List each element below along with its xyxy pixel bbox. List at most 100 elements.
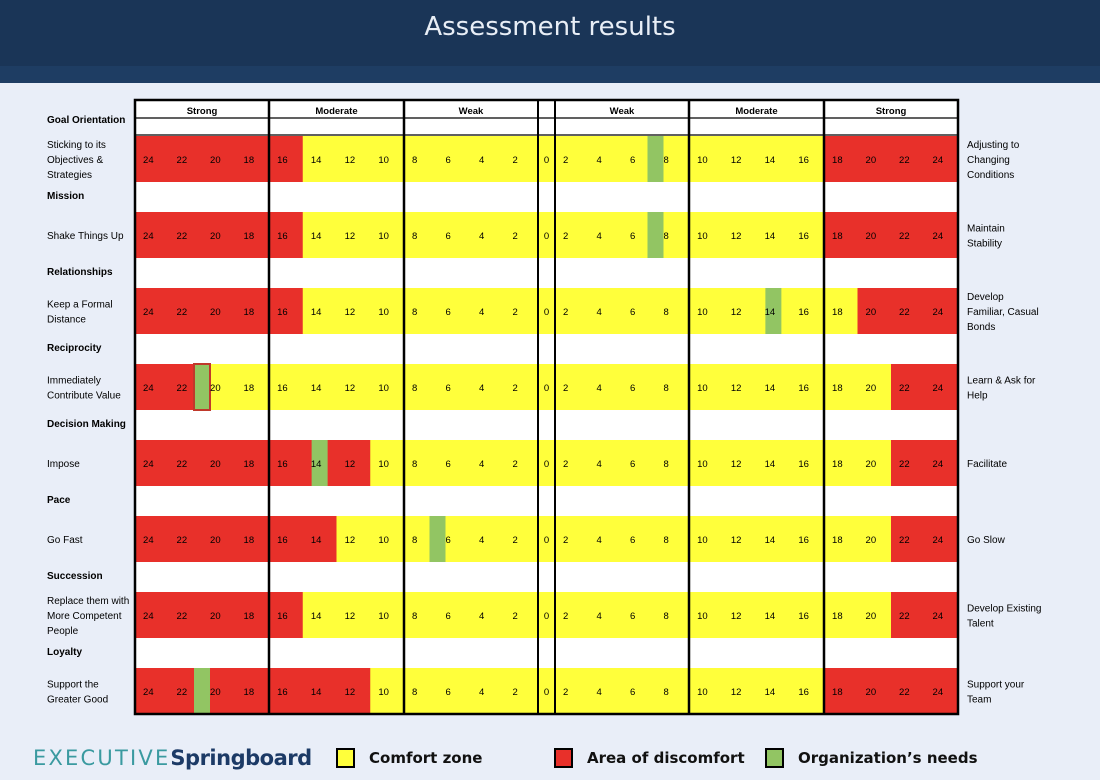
discomfort-right-bar <box>824 136 958 182</box>
scale-label: 12 <box>731 459 742 470</box>
scale-label: 16 <box>798 383 809 394</box>
scale-label: 0 <box>544 687 549 698</box>
scale-label: 8 <box>412 687 417 698</box>
scale-label: 24 <box>933 535 944 546</box>
scale-label: 6 <box>446 155 451 166</box>
discomfort-left-bar <box>135 136 303 182</box>
scale-label: 10 <box>378 687 389 698</box>
scale-label: 20 <box>866 307 877 318</box>
right-descriptor-label: Maintain <box>967 224 1005 235</box>
scale-label: 14 <box>311 687 322 698</box>
scale-label: 2 <box>563 611 568 622</box>
scale-label: 22 <box>177 231 188 242</box>
scale-label: 8 <box>412 459 417 470</box>
scale-label: 10 <box>378 383 389 394</box>
left-descriptor-label: Greater Good <box>47 695 108 706</box>
scale-label: 6 <box>630 459 635 470</box>
right-descriptor-label: Talent <box>967 619 994 630</box>
scale-label: 4 <box>597 459 602 470</box>
right-descriptor-label: Go Slow <box>967 535 1006 546</box>
section-header-2: Weak <box>459 106 484 117</box>
scale-label: 16 <box>798 231 809 242</box>
left-descriptor-label: Contribute Value <box>47 391 121 402</box>
category-label: Goal Orientation <box>47 115 125 126</box>
category-label: Mission <box>47 191 84 202</box>
scale-label: 22 <box>899 611 910 622</box>
scale-label: 6 <box>446 383 451 394</box>
right-descriptor-label: Develop Existing <box>967 604 1041 615</box>
scale-label: 6 <box>630 383 635 394</box>
scale-label: 4 <box>597 155 602 166</box>
scale-label: 22 <box>177 459 188 470</box>
left-descriptor-label: Shake Things Up <box>47 231 124 242</box>
scale-label: 24 <box>143 155 154 166</box>
brand-logo: EXECUTIVESpringboard <box>33 746 312 771</box>
scale-label: 16 <box>798 155 809 166</box>
scale-label: 10 <box>378 611 389 622</box>
section-header-0: Strong <box>187 106 218 117</box>
discomfort-left-bar <box>135 212 303 258</box>
scale-label: 12 <box>345 687 356 698</box>
scale-label: 10 <box>697 611 708 622</box>
scale-label: 24 <box>933 687 944 698</box>
legend-comfort-zone: Comfort zone <box>336 748 482 768</box>
scale-label: 12 <box>345 231 356 242</box>
scale-label: 4 <box>479 383 484 394</box>
category-label: Loyalty <box>47 647 82 658</box>
scale-label: 6 <box>446 611 451 622</box>
scale-label: 20 <box>866 535 877 546</box>
scale-label: 4 <box>597 687 602 698</box>
organization-needs-marker <box>429 516 446 562</box>
scale-label: 2 <box>563 383 568 394</box>
scale-label: 8 <box>412 383 417 394</box>
scale-label: 12 <box>731 383 742 394</box>
scale-label: 10 <box>378 307 389 318</box>
scale-label: 6 <box>630 155 635 166</box>
scale-label: 16 <box>798 535 809 546</box>
scale-label: 16 <box>277 459 288 470</box>
scale-label: 22 <box>177 611 188 622</box>
scale-label: 14 <box>765 535 776 546</box>
left-descriptor-label: Immediately <box>47 376 101 387</box>
category-label: Relationships <box>47 267 113 278</box>
scale-label: 12 <box>345 307 356 318</box>
scale-label: 24 <box>143 307 154 318</box>
category-label: Pace <box>47 495 71 506</box>
scale-label: 8 <box>664 155 669 166</box>
right-descriptor-label: Develop <box>967 292 1004 303</box>
section-header-6: Strong <box>876 106 907 117</box>
scale-label: 2 <box>563 535 568 546</box>
scale-label: 6 <box>630 687 635 698</box>
discomfort-left-bar <box>135 516 337 562</box>
scale-label: 24 <box>933 383 944 394</box>
scale-label: 16 <box>277 535 288 546</box>
scale-label: 18 <box>832 535 843 546</box>
scale-label: 16 <box>277 383 288 394</box>
scale-label: 4 <box>479 611 484 622</box>
scale-label: 8 <box>664 687 669 698</box>
category-label: Reciprocity <box>47 343 102 354</box>
scale-label: 0 <box>544 307 549 318</box>
scale-label: 20 <box>210 535 221 546</box>
scale-label: 14 <box>311 611 322 622</box>
discomfort-right-bar <box>891 364 958 410</box>
scale-label: 2 <box>513 383 518 394</box>
category-label: Succession <box>47 571 103 582</box>
scale-label: 10 <box>697 383 708 394</box>
discomfort-right-bar <box>891 440 958 486</box>
scale-label: 18 <box>832 155 843 166</box>
scale-label: 12 <box>345 611 356 622</box>
scale-label: 18 <box>244 611 255 622</box>
header-bar: Assessment results <box>0 0 1100 83</box>
organization-needs-marker <box>194 668 210 714</box>
right-descriptor-label: Bonds <box>967 322 995 333</box>
scale-label: 4 <box>479 687 484 698</box>
scale-label: 10 <box>697 459 708 470</box>
row-mission <box>135 212 958 258</box>
scale-label: 22 <box>177 155 188 166</box>
scale-label: 0 <box>544 459 549 470</box>
scale-label: 12 <box>345 459 356 470</box>
discomfort-right-bar <box>891 516 958 562</box>
scale-label: 24 <box>933 459 944 470</box>
scale-label: 22 <box>177 535 188 546</box>
